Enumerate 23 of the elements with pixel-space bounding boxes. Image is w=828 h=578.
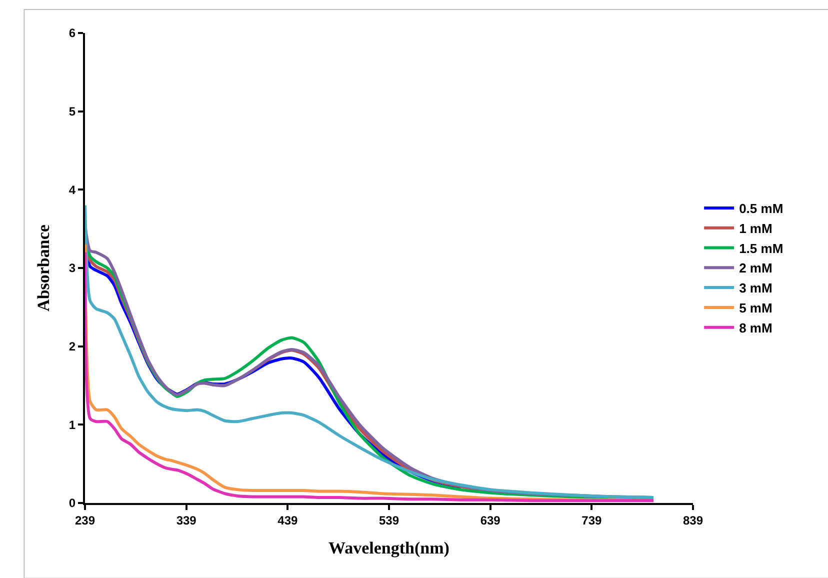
x-tick-label: 539 (378, 513, 400, 528)
y-tick-label: 4 (68, 182, 76, 197)
y-axis-title: Absorbance (34, 224, 53, 312)
legend-label: 0.5 mM (739, 201, 784, 216)
y-tick-label: 2 (68, 340, 76, 354)
legend-label: 5 mM (739, 300, 772, 316)
x-tick-label: 639 (480, 513, 501, 528)
x-tick-label: 239 (74, 513, 96, 528)
x-tick-label: 839 (682, 513, 704, 528)
legend-label: 1.5 mM (739, 240, 784, 256)
legend-label: 8 mM (739, 320, 772, 336)
x-tick-label: 439 (278, 513, 298, 528)
y-tick-label: 0 (68, 496, 76, 510)
legend-label: 1 mM (739, 220, 772, 236)
x-tick-label: 339 (176, 513, 197, 528)
x-tick-label: 739 (582, 513, 602, 528)
x-axis-title: Wavelength(nm) (328, 538, 450, 558)
legend-label: 2 mM (739, 260, 772, 276)
y-tick-label: 6 (68, 26, 76, 40)
y-tick-label: 5 (68, 104, 76, 119)
y-tick-label: 3 (68, 261, 76, 276)
legend-label: 3 mM (739, 280, 772, 296)
y-tick-label: 1 (68, 418, 76, 432)
